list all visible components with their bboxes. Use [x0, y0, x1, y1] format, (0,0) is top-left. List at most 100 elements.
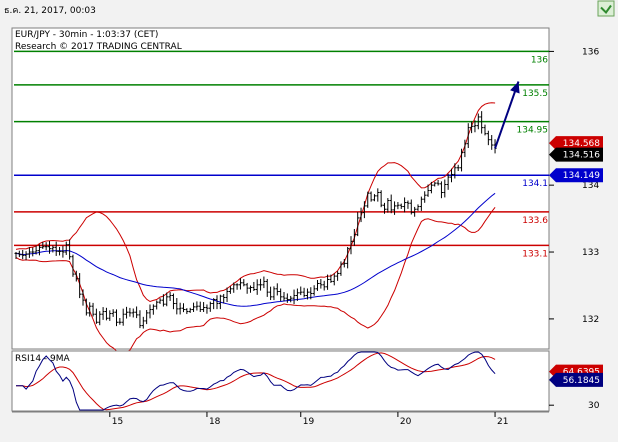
price-candle	[252, 281, 256, 291]
price-candle	[279, 288, 283, 302]
price-candle	[188, 307, 192, 313]
price-candle	[222, 293, 226, 304]
price-candle	[366, 191, 370, 208]
level-label: 134.1	[522, 179, 548, 189]
price-candle	[61, 245, 65, 258]
price-candle	[413, 206, 417, 217]
levels-layer: 136 135.5 134.95 134.1 133.6 133.1	[14, 50, 549, 259]
close-button-frame[interactable]	[597, 0, 615, 17]
price-candle	[439, 181, 443, 199]
price-candle	[460, 148, 464, 172]
price-candle	[299, 286, 303, 296]
price-tag-label: 134.149	[563, 171, 600, 181]
price-candle	[245, 282, 249, 294]
price-candle	[473, 120, 477, 133]
price-candle	[329, 274, 333, 283]
price-candle	[305, 288, 309, 300]
price-candle	[292, 289, 296, 305]
price-candle	[148, 304, 152, 319]
level-label: 135.5	[522, 89, 548, 99]
price-candle	[232, 282, 236, 293]
price-candle	[319, 279, 323, 289]
price-candle	[125, 306, 129, 319]
price-candle	[58, 247, 62, 256]
price-candle	[483, 124, 487, 136]
price-candle	[135, 306, 139, 319]
price-tick-label: 136	[582, 47, 599, 57]
price-candle	[450, 168, 453, 183]
price-candle	[316, 280, 319, 291]
price-candle	[74, 270, 78, 282]
price-candle	[37, 244, 41, 256]
price-candle	[51, 245, 55, 253]
price-candle	[272, 286, 276, 301]
price-candle	[54, 241, 58, 256]
price-candle	[21, 249, 25, 260]
price-candle	[255, 279, 259, 295]
rsi-lines-layer	[16, 351, 496, 411]
price-candle	[426, 184, 430, 197]
price-candle	[332, 273, 336, 286]
price-candle	[101, 307, 105, 320]
price-candle	[429, 181, 433, 194]
price-candle	[393, 201, 397, 215]
price-candle	[185, 308, 189, 315]
price-candle	[409, 199, 413, 215]
rsi-panel	[11, 350, 550, 412]
price-candle	[396, 202, 400, 210]
price-candle	[282, 292, 286, 302]
price-candle	[275, 283, 279, 296]
price-candle	[476, 113, 480, 130]
chart-subtitle: Research © 2017 TRADING CENTRAL	[15, 42, 182, 52]
price-candle	[104, 307, 108, 321]
price-candle	[446, 173, 450, 190]
price-candle	[419, 196, 423, 211]
price-candle	[389, 194, 393, 214]
check-icon	[600, 4, 612, 15]
rsi-ma-line	[16, 352, 496, 411]
price-candle	[259, 278, 263, 291]
price-tag: 134.149	[549, 168, 603, 183]
rsi-tag-label: 56.1845	[563, 376, 600, 386]
price-candle	[376, 188, 380, 202]
price-candle	[339, 261, 343, 276]
price-candle	[423, 191, 427, 203]
projection-arrow-line	[494, 81, 520, 149]
price-candle	[44, 242, 48, 251]
price-tag-shape	[549, 136, 603, 151]
price-tick-label: 132	[582, 315, 599, 325]
price-candle	[346, 246, 350, 269]
price-candle	[182, 303, 185, 313]
price-candle	[386, 198, 390, 213]
price-candle	[470, 121, 474, 134]
price-candle	[192, 302, 196, 312]
price-candle	[406, 200, 410, 209]
time-tick-label: 18	[209, 417, 221, 427]
close-button[interactable]	[597, 0, 615, 17]
price-candle	[249, 285, 252, 293]
price-candle	[208, 301, 212, 312]
price-candle	[326, 274, 330, 290]
price-candle	[238, 278, 242, 290]
price-candle	[158, 298, 162, 304]
price-tag-label: 134.568	[563, 139, 600, 149]
price-candle	[27, 247, 31, 258]
price-candle	[322, 280, 326, 291]
price-candle	[295, 288, 299, 301]
level-label: 133.1	[522, 249, 548, 259]
price-tag-shape	[549, 147, 603, 162]
level-label: 134.95	[517, 126, 549, 136]
price-axis-layer: 132 133 136 134	[549, 47, 599, 325]
price-candle	[362, 201, 366, 219]
price-candle	[98, 311, 102, 326]
price-candle	[115, 309, 118, 327]
price-candle	[178, 302, 182, 315]
price-candle	[121, 308, 125, 326]
price-candle	[379, 190, 383, 208]
price-candle	[403, 197, 407, 213]
price-tick-label: 134	[582, 181, 599, 191]
bollinger-upper-band	[15, 102, 496, 303]
price-candle	[302, 287, 306, 298]
